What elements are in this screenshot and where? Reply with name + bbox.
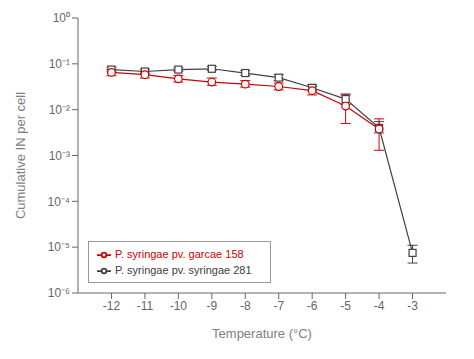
svg-text:-3: -3 [407, 299, 418, 313]
html-text:P. syringae pv. garcae 158: P. syringae pv. garcae 158 [115, 247, 244, 260]
svg-text:Temperature (°C): Temperature (°C) [212, 326, 312, 341]
svg-text:-10: -10 [170, 299, 188, 313]
svg-text:-9: -9 [206, 299, 217, 313]
svg-text:-8: -8 [240, 299, 251, 313]
svg-text:-11: -11 [137, 299, 154, 313]
svg-text:10⁻¹: 10⁻¹ [49, 57, 70, 71]
svg-text:-7: -7 [273, 299, 284, 313]
svg-text:-12: -12 [103, 299, 121, 313]
svg-text:10⁻³: 10⁻³ [49, 149, 70, 163]
svg-text:10⁻²: 10⁻² [49, 103, 70, 117]
html-text:P. syringae pv. syringae 281: P. syringae pv. syringae 281 [115, 263, 252, 276]
svg-text:10⁻⁴: 10⁻⁴ [47, 195, 70, 209]
svg-text:10⁰: 10⁰ [53, 11, 70, 25]
svg-text:Cumulative IN per cell: Cumulative IN per cell [13, 92, 28, 219]
svg-text:-5: -5 [340, 299, 351, 313]
svg-text:-4: -4 [374, 299, 385, 313]
svg-text:10⁻⁶: 10⁻⁶ [48, 286, 70, 300]
svg-text:10⁻⁵: 10⁻⁵ [48, 240, 70, 254]
svg-text:-6: -6 [307, 299, 318, 313]
